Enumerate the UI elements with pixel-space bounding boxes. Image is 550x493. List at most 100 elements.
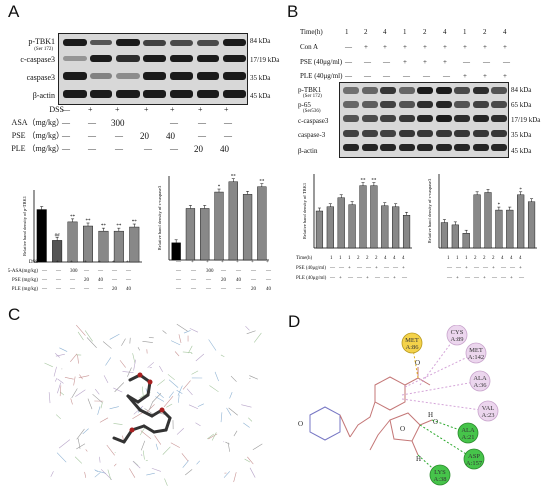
blot-band [398,115,415,122]
treatment-cell: 40 [166,131,175,141]
bar [113,230,124,263]
row-cell: 1 [447,256,450,261]
bar [67,221,78,263]
bar [527,201,536,249]
row-cell: 4 [402,256,405,261]
panel-b-chart-ccaspase3: Relative band density of c-caspase3 * * [427,174,537,249]
blot-band [380,87,396,94]
blot-band [343,130,359,137]
header-cell: — [443,72,450,80]
residue-node [429,464,451,486]
blot-band [435,144,452,151]
treatment-cell: 20 [221,278,226,283]
bar [462,232,470,249]
treatment-cell: — [224,131,232,140]
treatment-label: DSS [49,105,64,114]
bar [185,208,196,261]
blot-band [472,87,489,94]
treatment-cell: + [224,105,229,114]
panel-a-letter: A [8,2,20,21]
treatment-cell: — [224,118,232,127]
residue-id: A:89 [451,336,464,343]
row-cell: — [447,266,452,271]
blot-label: caspase-3 [298,131,326,139]
blot-band [417,144,433,151]
treatment-cell: + [88,105,93,114]
treatment-cell: — [176,287,181,292]
bar [98,230,109,263]
row-label: PSE (40μg/ml) [296,266,327,271]
blot-band [417,87,433,94]
header-cell: + [483,43,487,51]
header-cell: + [443,58,447,66]
treatment-cell: — [170,118,178,127]
blot-band [491,101,507,108]
atom-label: O [433,418,438,426]
atom-label: H [428,411,433,419]
treatment-cell: — [84,269,89,274]
atom-label: H [416,455,421,463]
header-label: PLE (40μg/ml) [300,72,343,80]
blot-band [361,115,378,122]
significance-label: ** [132,220,138,225]
treatment-cell: — [56,269,61,274]
blot-label: β-actin [298,147,318,155]
residue-node [457,422,479,444]
header-cell: — [383,72,390,80]
header-cell: 2 [483,28,487,36]
header-cell: — [364,72,371,80]
blot-sublabel: (Ser536) [303,109,321,114]
treatment-cell: — [251,269,256,274]
row-cell: — [330,276,335,281]
bar [517,194,525,249]
row-cell: + [465,266,468,271]
blot-band [361,130,378,137]
residue-id: A:36 [474,382,488,389]
interaction-line [419,424,475,460]
residue-id: A:86 [406,344,420,351]
header-cell: — [345,58,352,66]
bar [440,222,449,249]
bar [392,206,400,249]
blot-band [361,144,378,151]
treatment-cell: + [115,105,120,114]
bar [36,209,47,263]
treatment-cell: — [176,260,181,265]
row-cell: — [510,266,515,271]
y-axis-label: Relative band density of p-TBK1 [22,196,27,256]
treatment-cell: 20 [112,287,117,292]
interaction-line [401,380,481,396]
treatment-cell: + [266,260,269,265]
bar [359,185,367,249]
ligand-sticks [112,372,172,444]
treatment-cell: + [170,105,175,114]
blot-band [398,144,415,151]
row-cell: + [483,276,486,281]
treatment-cell: — [88,131,96,140]
treatment-cell: + [70,260,73,265]
blot-band [380,101,396,108]
interaction-line [401,398,489,412]
blot-label: c-caspase3 [20,55,55,64]
residue-name: ALA [461,427,475,434]
treatment-cell: — [191,287,196,292]
treatment-cell: 300 [111,118,125,128]
blot-label: p-TBK1 [298,86,322,94]
blot-band [454,87,470,94]
header-cell: + [403,43,407,51]
significance-label: ** [101,224,107,229]
bar [52,240,63,263]
ligand-structure [309,367,433,456]
significance-label: ** [86,219,92,224]
treatment-cell: — [115,144,123,153]
row-cell: 1 [465,256,468,261]
treatment-cell: — [70,287,75,292]
header-label: Time(h) [300,28,323,36]
treatment-cell: — [42,269,47,274]
treatment-cell: — [62,118,70,127]
treatment-cell: — [191,269,196,274]
treatment-cell: — [236,287,241,292]
blot-band [491,87,507,94]
treatment-cell: — [221,287,226,292]
blot-band [361,87,378,94]
